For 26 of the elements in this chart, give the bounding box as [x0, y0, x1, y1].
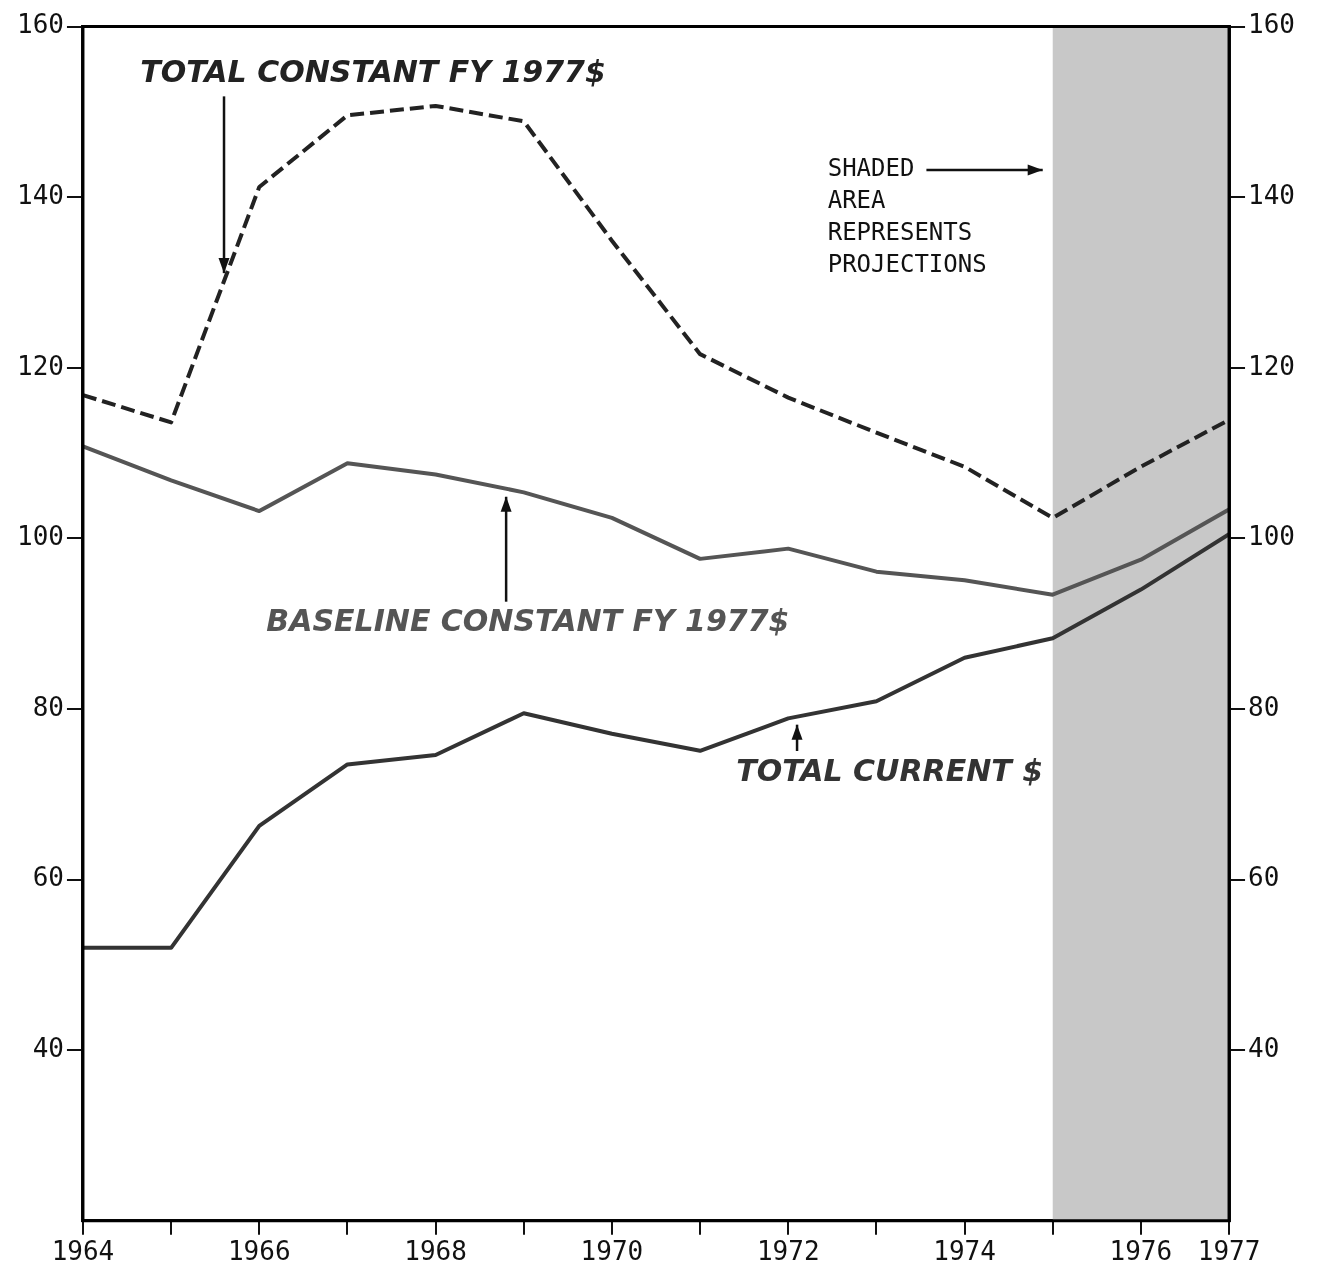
x-tick-label: 1977	[1197, 1236, 1261, 1267]
x-tick-label: 1964	[51, 1236, 115, 1267]
y-tick-label: 40	[32, 1032, 64, 1063]
series-label: TOTAL CONSTANT FY 1977$	[140, 54, 606, 90]
x-tick-label: 1976	[1109, 1236, 1173, 1267]
series-label: BASELINE CONSTANT FY 1977$	[266, 603, 790, 639]
x-tick-label: 1966	[227, 1236, 291, 1267]
y-tick-label: 160	[16, 9, 64, 40]
band-label: SHADED AREA REPRESENTS PROJECTIONS	[827, 154, 987, 279]
x-tick-label: 1972	[756, 1236, 820, 1267]
y-tick-label: 80	[32, 691, 64, 722]
y2-tick-label: 100	[1248, 521, 1296, 552]
x-tick-label: 1968	[404, 1236, 467, 1267]
y-tick-label: 140	[16, 179, 64, 210]
y2-tick-label: 120	[1248, 350, 1296, 381]
y2-tick-label: 140	[1248, 179, 1296, 210]
series-label: TOTAL CURRENT $	[736, 752, 1044, 788]
y2-tick-label: 80	[1248, 691, 1280, 722]
y2-tick-label: 160	[1248, 9, 1296, 40]
x-tick-label: 1970	[580, 1236, 644, 1267]
y2-tick-label: 40	[1248, 1032, 1280, 1063]
y2-tick-label: 60	[1248, 862, 1280, 893]
x-tick-label: 1974	[933, 1236, 996, 1267]
y-tick-label: 100	[16, 521, 64, 552]
y-tick-label: 60	[32, 862, 64, 893]
y-tick-label: 120	[16, 350, 64, 381]
